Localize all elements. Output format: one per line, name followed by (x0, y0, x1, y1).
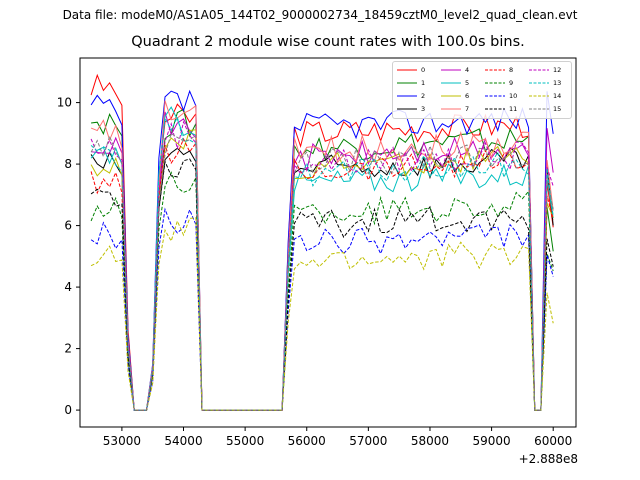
x-tick-label: 58000 (411, 434, 449, 448)
legend-label: 2 (421, 92, 426, 100)
x-tick-label: 55000 (226, 434, 264, 448)
legend-entry: 5 (441, 78, 469, 88)
legend: 0 1 2 3 4 5 6 7 8 9 10 11 12 13 14 15 (392, 61, 572, 119)
chart-title: Quadrant 2 module wise count rates with … (131, 34, 525, 50)
legend-swatch (397, 95, 417, 97)
legend-entry: 13 (529, 78, 561, 88)
legend-label: 7 (465, 105, 470, 113)
legend-swatch (441, 69, 461, 71)
legend-swatch (529, 108, 549, 110)
legend-entry: 9 (485, 78, 513, 88)
series-line-14 (90, 217, 554, 411)
legend-swatch (529, 95, 549, 97)
legend-swatch (441, 95, 461, 97)
y-tick-label: 6 (64, 219, 72, 233)
x-tick-label: 57000 (349, 434, 387, 448)
legend-swatch (441, 82, 461, 84)
series-line-3 (90, 147, 554, 411)
legend-entry: 0 (397, 65, 425, 75)
series-line-12 (90, 120, 554, 411)
series-layer (90, 73, 554, 411)
legend-entry: 10 (485, 91, 517, 101)
series-line-1 (91, 108, 554, 411)
legend-swatch (485, 95, 505, 97)
series-line-11 (90, 158, 554, 411)
legend-entry: 7 (441, 104, 469, 114)
series-line-13 (90, 115, 554, 411)
legend-label: 1 (421, 79, 426, 87)
x-offset-label: +2.888e8 (518, 452, 578, 466)
series-line-15 (90, 132, 554, 411)
legend-entry: 6 (441, 91, 469, 101)
legend-swatch (397, 69, 417, 71)
legend-swatch (397, 82, 417, 84)
legend-label: 12 (553, 66, 562, 74)
legend-label: 6 (465, 92, 470, 100)
legend-entry: 15 (529, 104, 561, 114)
legend-entry: 4 (441, 65, 469, 75)
legend-label: 4 (465, 66, 470, 74)
legend-label: 0 (421, 66, 426, 74)
y-tick-label: 8 (64, 157, 72, 171)
legend-label: 3 (421, 105, 426, 113)
figure-suptitle: Data file: modeM0/AS1A05_144T02_90000027… (62, 8, 578, 22)
legend-swatch (397, 108, 417, 110)
legend-label: 8 (509, 66, 514, 74)
legend-swatch (485, 69, 505, 71)
legend-entry: 3 (397, 104, 425, 114)
series-line-9 (90, 171, 554, 411)
y-axis: 0 2 4 6 8 10 (57, 96, 80, 417)
legend-label: 9 (509, 79, 514, 87)
y-tick-label: 10 (57, 96, 72, 110)
legend-swatch (529, 69, 549, 71)
legend-swatch (529, 82, 549, 84)
y-tick-label: 2 (64, 342, 72, 356)
axes-frame (79, 57, 577, 428)
legend-entry: 1 (397, 78, 425, 88)
legend-label: 14 (553, 92, 562, 100)
x-axis: 53000 54000 55000 56000 57000 58000 59000 60000 (103, 427, 572, 448)
legend-label: 15 (553, 105, 562, 113)
legend-swatch (441, 108, 461, 110)
x-tick-label: 54000 (164, 434, 202, 448)
legend-entry: 14 (529, 91, 561, 101)
legend-entry: 8 (485, 65, 513, 75)
series-line-0 (90, 73, 554, 411)
legend-label: 11 (509, 105, 518, 113)
legend-entry: 11 (485, 104, 517, 114)
legend-label: 10 (509, 92, 518, 100)
y-tick-label: 0 (64, 403, 72, 417)
x-tick-label: 60000 (534, 434, 572, 448)
x-tick-label: 53000 (103, 434, 141, 448)
legend-swatch (485, 108, 505, 110)
series-line-7 (90, 100, 554, 411)
legend-label: 13 (553, 79, 562, 87)
series-line-6 (90, 129, 554, 411)
x-tick-label: 59000 (472, 434, 510, 448)
x-tick-label: 56000 (288, 434, 326, 448)
legend-swatch (485, 82, 505, 84)
legend-entry: 2 (397, 91, 425, 101)
legend-entry: 12 (529, 65, 561, 75)
legend-label: 5 (465, 79, 470, 87)
y-tick-label: 4 (64, 280, 72, 294)
series-line-10 (90, 207, 554, 411)
